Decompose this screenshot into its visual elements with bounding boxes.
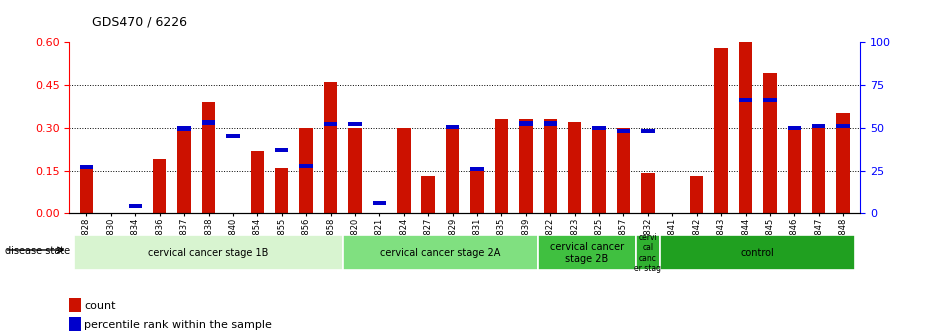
Bar [300, 128, 313, 213]
Text: cervi
cal
canc
er stag: cervi cal canc er stag [635, 233, 661, 273]
Bar [202, 120, 216, 125]
Bar [519, 121, 533, 126]
Bar [592, 126, 606, 130]
Bar [178, 128, 191, 213]
Bar [348, 122, 362, 126]
Text: GDS470 / 6226: GDS470 / 6226 [92, 15, 188, 28]
Bar [202, 102, 216, 213]
Bar [495, 119, 508, 213]
Bar [739, 42, 752, 213]
Bar [324, 82, 338, 213]
Bar [787, 126, 801, 130]
Bar [275, 148, 289, 152]
Text: control: control [741, 248, 774, 258]
Bar [80, 165, 93, 169]
Bar [836, 114, 850, 213]
Text: disease state: disease state [5, 246, 69, 256]
Bar [519, 119, 533, 213]
Bar [275, 168, 289, 213]
Bar [80, 168, 93, 213]
Bar [538, 235, 635, 270]
Bar [69, 317, 81, 331]
Bar [787, 128, 801, 213]
Text: cervical cancer stage 2A: cervical cancer stage 2A [380, 248, 500, 258]
Text: cervical cancer
stage 2B: cervical cancer stage 2B [549, 242, 624, 264]
Bar [617, 128, 630, 213]
Bar [763, 98, 777, 102]
Text: cervical cancer stage 1B: cervical cancer stage 1B [148, 248, 268, 258]
Bar [641, 129, 655, 133]
Bar [592, 128, 606, 213]
Bar [763, 74, 777, 213]
Bar [422, 176, 435, 213]
Bar [300, 164, 313, 168]
Bar [617, 129, 630, 133]
Bar [153, 159, 166, 213]
Bar [812, 128, 825, 213]
Bar [714, 48, 728, 213]
Bar [129, 204, 142, 208]
Bar [227, 134, 240, 138]
Bar [446, 128, 460, 213]
Bar [74, 235, 343, 270]
Bar [812, 124, 825, 128]
Bar [470, 170, 484, 213]
Bar [568, 122, 582, 213]
Bar [470, 167, 484, 171]
Bar [343, 235, 538, 270]
Bar [69, 298, 81, 312]
Bar [544, 119, 557, 213]
Bar [836, 124, 850, 128]
Text: count: count [84, 301, 116, 311]
Bar [446, 125, 460, 129]
Bar [641, 173, 655, 213]
Bar [397, 128, 411, 213]
Bar [348, 128, 362, 213]
Bar [251, 151, 264, 213]
Bar [544, 121, 557, 126]
Bar [635, 235, 660, 270]
Bar [739, 98, 752, 102]
Text: percentile rank within the sample: percentile rank within the sample [84, 320, 272, 330]
Bar [373, 201, 386, 205]
Bar [660, 235, 856, 270]
Bar [690, 176, 703, 213]
Bar [178, 126, 191, 131]
Bar [324, 122, 338, 126]
